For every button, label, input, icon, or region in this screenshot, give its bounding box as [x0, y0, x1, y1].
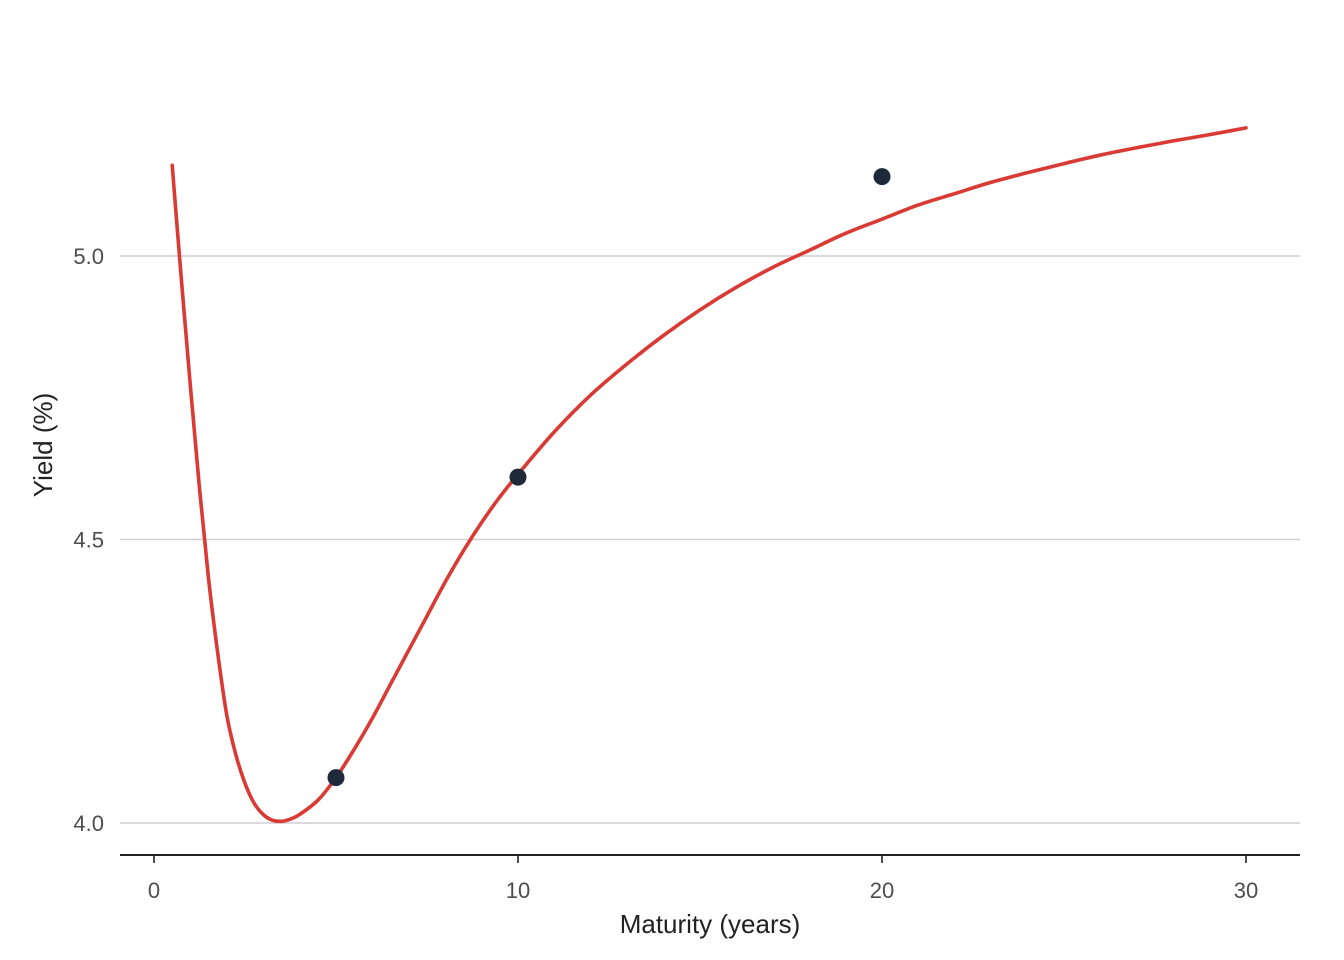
fitted-yield-curve	[170, 126, 1248, 824]
x-tick-label: 0	[148, 878, 160, 903]
x-tick-label: 20	[870, 878, 894, 903]
y-tick-label: 4.0	[73, 811, 104, 836]
x-axis-title: Maturity (years)	[620, 909, 801, 939]
y-tick-label: 5.0	[73, 244, 104, 269]
y-axis-title: Yield (%)	[28, 393, 58, 498]
x-tick-label: 30	[1234, 878, 1258, 903]
y-tick-labels: 4.0 4.5 5.0	[73, 244, 104, 836]
plot-area	[170, 126, 1248, 824]
grid-lines	[120, 255, 1300, 824]
observed-yield-point	[327, 769, 345, 787]
x-tick-labels: 0 10 20 30	[148, 855, 1258, 903]
y-tick-label: 4.5	[73, 528, 104, 553]
x-tick-label: 10	[506, 878, 530, 903]
observed-yield-point	[509, 468, 527, 486]
observed-yield-point	[873, 168, 891, 186]
